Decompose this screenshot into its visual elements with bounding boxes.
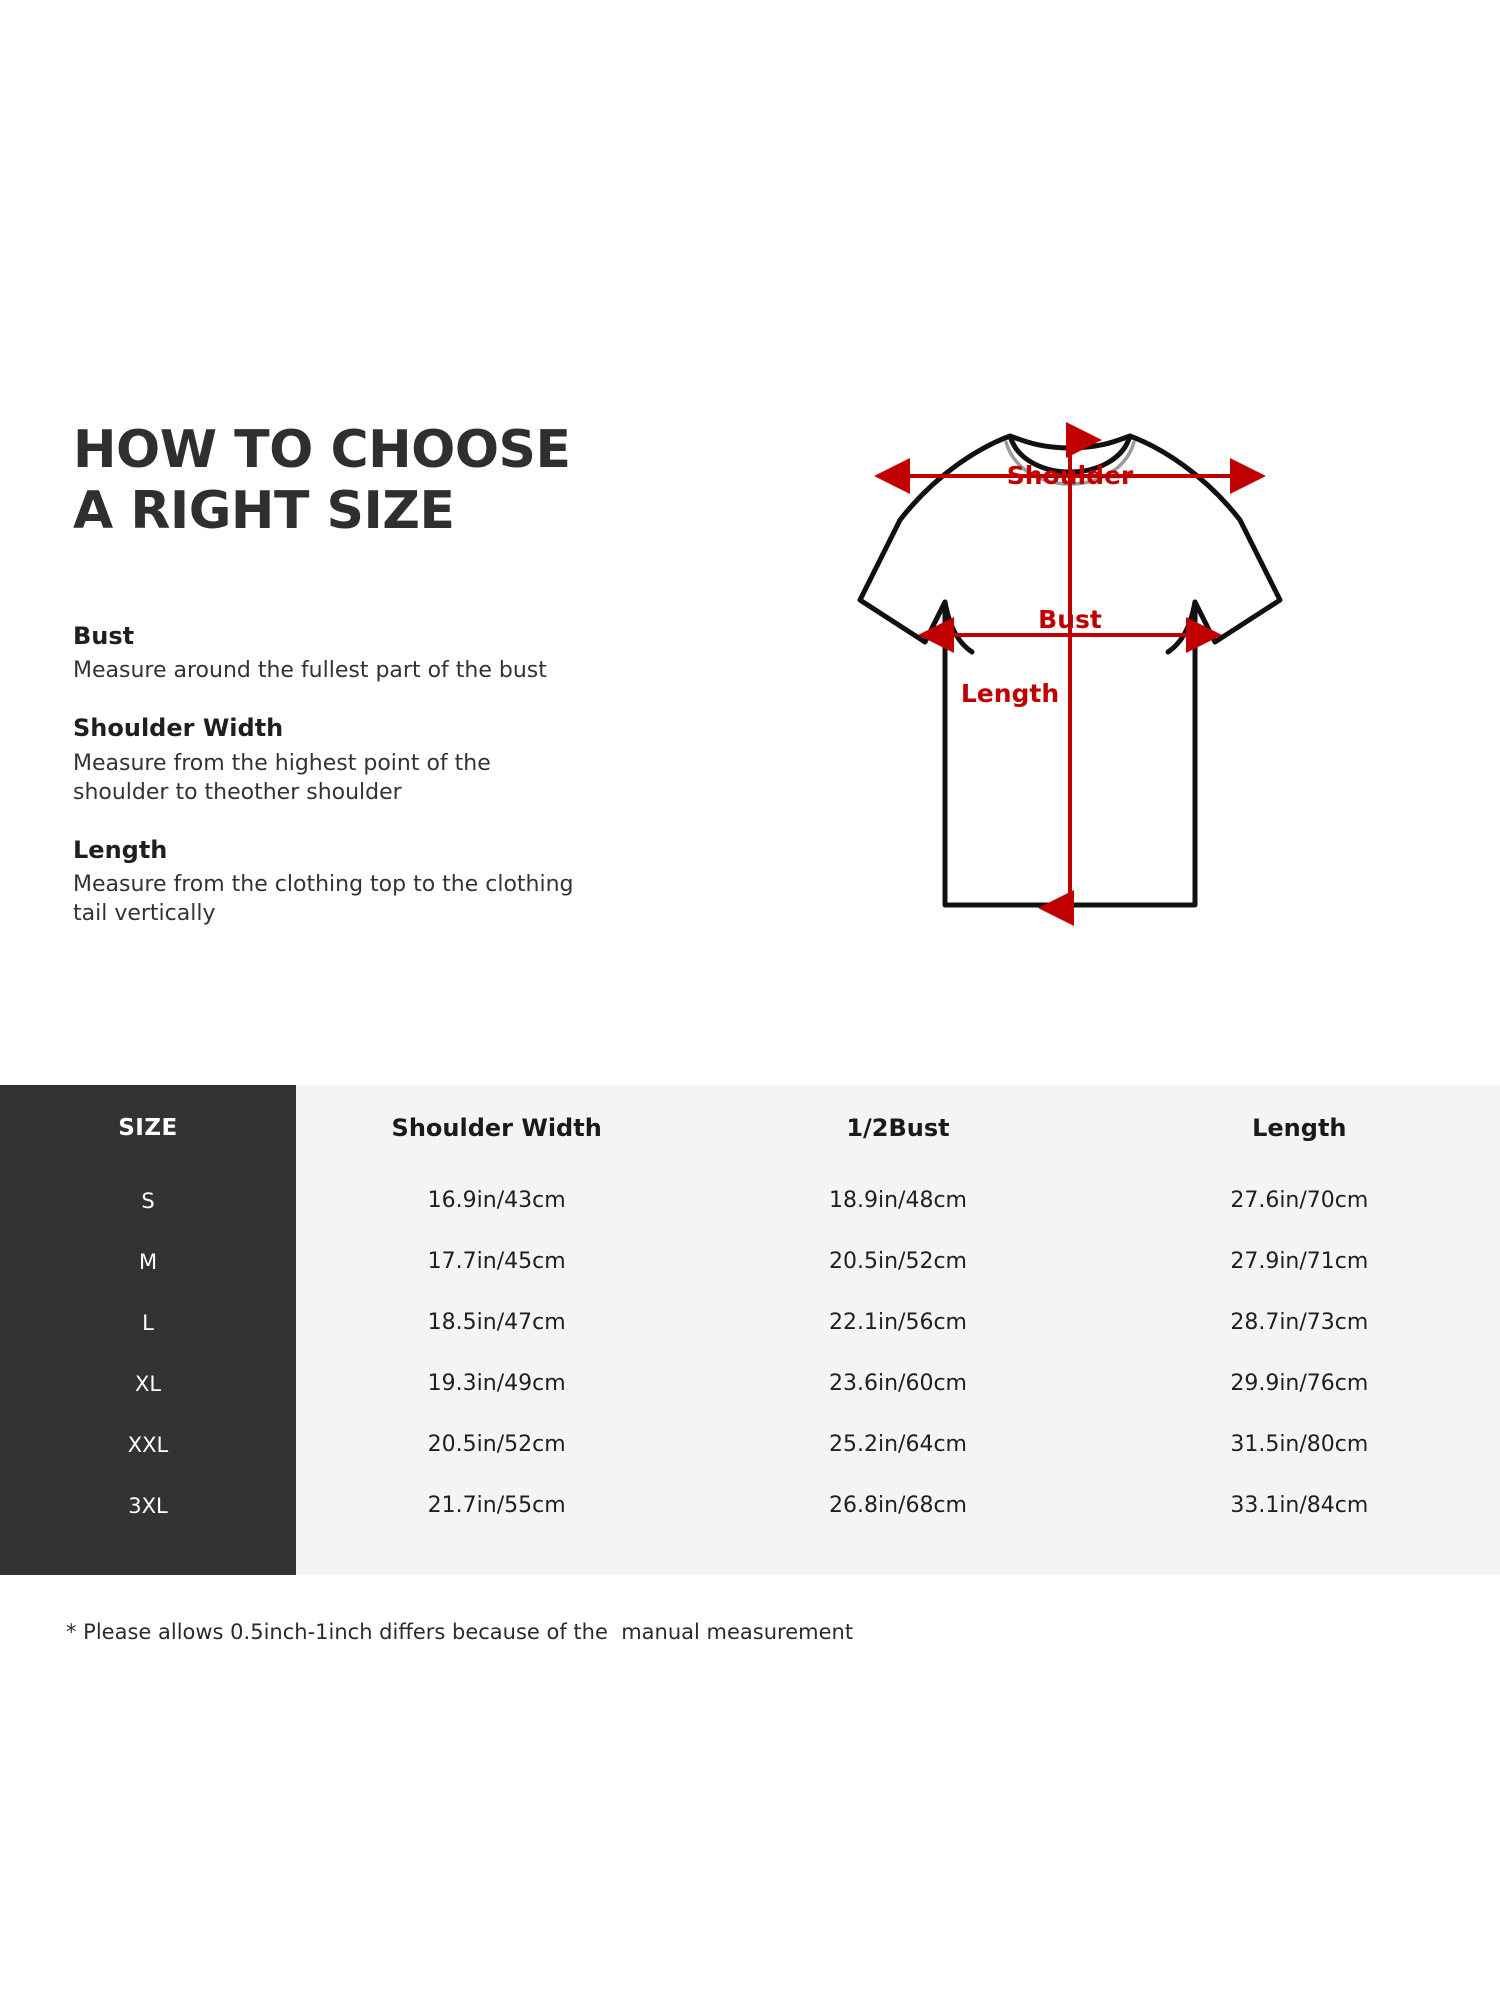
tshirt-diagram: Shoulder Bust Length — [760, 380, 1380, 1020]
table-row: 21.7in/55cm 26.8in/68cm 33.1in/84cm — [296, 1475, 1500, 1536]
table-row: 20.5in/52cm 25.2in/64cm 31.5in/80cm — [296, 1414, 1500, 1475]
size-cell: XXL — [127, 1432, 169, 1457]
definition-bust: Bust Measure around the fullest part of … — [73, 620, 693, 685]
page-title-line-2: A RIGHT SIZE — [73, 481, 455, 542]
definition-term: Bust — [73, 622, 135, 650]
measurement-columns: Shoulder Width 1/2Bust Length 16.9in/43c… — [296, 1085, 1500, 1575]
table-row: 18.5in/47cm 22.1in/56cm 28.7in/73cm — [296, 1292, 1500, 1353]
cell-shoulder-width: 16.9in/43cm — [427, 1188, 566, 1213]
cell-length: 27.9in/71cm — [1230, 1249, 1369, 1274]
definition-description: Measure from the clothing top to the clo… — [73, 872, 574, 927]
size-cell: 3XL — [128, 1493, 168, 1518]
cell-shoulder-width: 18.5in/47cm — [427, 1310, 566, 1335]
cell-half-bust: 23.6in/60cm — [829, 1371, 967, 1396]
cell-length: 33.1in/84cm — [1230, 1493, 1369, 1518]
column-header-half-bust: 1/2Bust — [846, 1113, 950, 1142]
cell-half-bust: 25.2in/64cm — [829, 1432, 967, 1457]
table-row: 17.7in/45cm 20.5in/52cm 27.9in/71cm — [296, 1231, 1500, 1292]
definition-term: Shoulder Width — [73, 714, 284, 743]
size-cell: M — [138, 1249, 158, 1274]
definition-shoulder-width: Shoulder Width Measure from the highest … — [73, 712, 693, 806]
measurement-definitions: Bust Measure around the fullest part of … — [73, 620, 693, 955]
measurement-disclaimer: * Please allows 0.5inch-1inch differs be… — [66, 1620, 854, 1644]
page-title-line-1: HOW TO CHOOSE — [73, 419, 571, 480]
cell-length: 29.9in/76cm — [1230, 1371, 1369, 1396]
size-cell: L — [142, 1310, 154, 1335]
page-title: HOW TO CHOOSE A RIGHT SIZE — [73, 420, 713, 543]
definition-description: Measure around the fullest part of the b… — [73, 658, 547, 684]
cell-length: 31.5in/80cm — [1230, 1432, 1369, 1457]
table-header-row: Shoulder Width 1/2Bust Length — [296, 1085, 1500, 1170]
cell-half-bust: 26.8in/68cm — [829, 1493, 967, 1518]
column-header-shoulder-width: Shoulder Width — [391, 1113, 602, 1142]
cell-half-bust: 20.5in/52cm — [829, 1249, 967, 1274]
cell-shoulder-width: 20.5in/52cm — [427, 1432, 566, 1457]
cell-length: 28.7in/73cm — [1230, 1310, 1369, 1335]
cell-shoulder-width: 21.7in/55cm — [427, 1493, 566, 1518]
top-section: HOW TO CHOOSE A RIGHT SIZE Bust Measure … — [73, 380, 1380, 1020]
definition-length: Length Measure from the clothing top to … — [73, 834, 693, 928]
size-chart-table: SIZE S M L XL XXL 3XL Shoulder Width 1/2… — [0, 1085, 1500, 1575]
cell-shoulder-width: 17.7in/45cm — [427, 1249, 566, 1274]
length-label: Length — [961, 679, 1059, 708]
definition-term: Length — [73, 835, 168, 864]
table-row: 16.9in/43cm 18.9in/48cm 27.6in/70cm — [296, 1170, 1500, 1231]
cell-length: 27.6in/70cm — [1230, 1188, 1369, 1213]
size-column: SIZE S M L XL XXL 3XL — [0, 1085, 296, 1575]
column-header-length: Length — [1252, 1113, 1347, 1142]
column-header-size: SIZE — [118, 1114, 178, 1141]
table-row: 19.3in/49cm 23.6in/60cm 29.9in/76cm — [296, 1353, 1500, 1414]
cell-half-bust: 22.1in/56cm — [829, 1310, 967, 1335]
cell-shoulder-width: 19.3in/49cm — [427, 1371, 566, 1396]
size-cell: XL — [134, 1371, 162, 1396]
definition-description: Measure from the highest point of the sh… — [73, 750, 491, 805]
size-cell: S — [141, 1188, 155, 1213]
cell-half-bust: 18.9in/48cm — [829, 1188, 967, 1213]
